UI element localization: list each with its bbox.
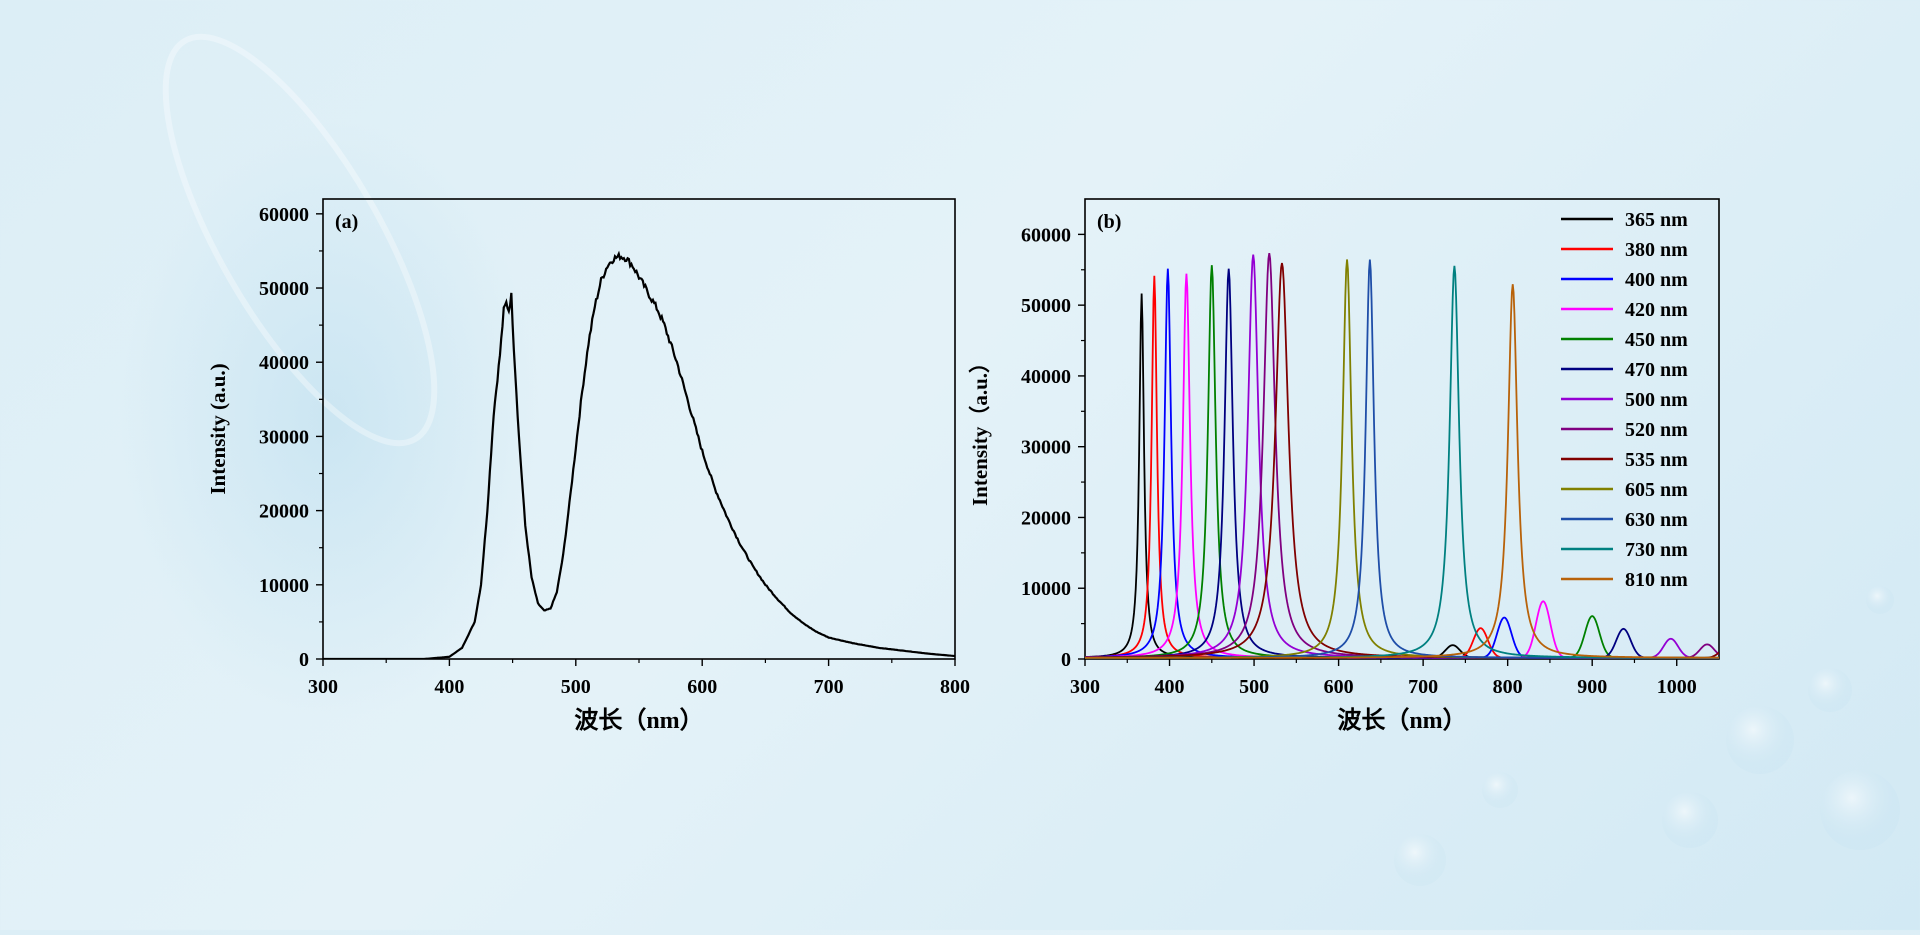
y-tick-label: 60000 bbox=[1021, 224, 1071, 246]
y-tick-label: 40000 bbox=[259, 352, 309, 374]
y-tick-label: 30000 bbox=[259, 426, 309, 448]
legend-label: 450 nm bbox=[1625, 329, 1688, 351]
x-tick-label: 600 bbox=[687, 676, 717, 698]
series-line-420-nm bbox=[1085, 273, 1719, 659]
y-tick-label: 10000 bbox=[1021, 578, 1071, 600]
series-line-470-nm bbox=[1085, 268, 1719, 659]
legend-label: 420 nm bbox=[1625, 299, 1688, 321]
x-axis-label: 波长（nm） bbox=[574, 707, 703, 734]
y-tick-label: 40000 bbox=[1021, 366, 1071, 388]
y-axis-label: Intensity（a.u.） bbox=[968, 352, 992, 506]
series-line-520-nm bbox=[1085, 253, 1719, 659]
series-line-emission bbox=[323, 250, 955, 659]
panel-label: (a) bbox=[335, 211, 358, 233]
legend-label: 520 nm bbox=[1625, 419, 1688, 441]
y-tick-label: 60000 bbox=[259, 204, 309, 226]
x-tick-label: 600 bbox=[1324, 676, 1354, 698]
y-axis-label: Intensity (a.u.) bbox=[206, 363, 230, 494]
legend-label: 630 nm bbox=[1625, 509, 1688, 531]
plot-frame bbox=[1084, 198, 1720, 660]
panel-label: (b) bbox=[1097, 211, 1121, 233]
series-line-450-nm bbox=[1085, 265, 1719, 659]
chart-panel-a: 300 400 500 600 700 800 0 10000 20000 30000 40000 5… bbox=[206, 198, 970, 734]
y-tick-label: 20000 bbox=[259, 501, 309, 523]
x-tick-label: 800 bbox=[940, 676, 970, 698]
legend-label: 605 nm bbox=[1625, 479, 1688, 501]
x-axis-label: 波长（nm） bbox=[1337, 707, 1466, 734]
series-line-365-nm bbox=[1085, 293, 1719, 659]
series-line-605-nm bbox=[1085, 259, 1719, 659]
legend-label: 470 nm bbox=[1625, 359, 1688, 381]
series-line-810-nm bbox=[1085, 284, 1719, 659]
y-tick-label: 10000 bbox=[259, 575, 309, 597]
y-tick-label: 50000 bbox=[1021, 295, 1071, 317]
x-tick-label: 800 bbox=[1493, 676, 1523, 698]
background-decoration bbox=[120, 33, 1900, 886]
x-tick-label: 500 bbox=[1239, 676, 1269, 698]
series-line-730-nm bbox=[1085, 265, 1719, 659]
legend-label: 365 nm bbox=[1625, 209, 1688, 231]
x-tick-label: 400 bbox=[1155, 676, 1185, 698]
x-tick-label: 300 bbox=[308, 676, 338, 698]
legend-label: 500 nm bbox=[1625, 389, 1688, 411]
series-line-400-nm bbox=[1085, 268, 1719, 659]
legend: 365 nm 380 nm 400 nm 420 nm 450 nm 470 nm 500 … bbox=[1561, 209, 1688, 591]
x-tick-label: 900 bbox=[1577, 676, 1607, 698]
y-tick-label: 0 bbox=[1061, 649, 1071, 671]
x-tick-label: 500 bbox=[561, 676, 591, 698]
x-tick-label: 400 bbox=[434, 676, 464, 698]
series-line-535-nm bbox=[1085, 262, 1719, 659]
series-line-630-nm bbox=[1085, 259, 1719, 659]
x-tick-label: 1000 bbox=[1657, 676, 1697, 698]
y-tick-label: 20000 bbox=[1021, 507, 1071, 529]
x-tick-label: 700 bbox=[1408, 676, 1438, 698]
y-tick-label: 50000 bbox=[259, 278, 309, 300]
legend-label: 810 nm bbox=[1625, 569, 1688, 591]
chart-panel-b: 300 400 500 600 700 800 900 1000010000200003000… bbox=[968, 198, 1720, 734]
y-tick-label: 0 bbox=[299, 649, 309, 671]
series-lines bbox=[1085, 253, 1719, 659]
x-tick-label: 700 bbox=[814, 676, 844, 698]
x-tick-label: 300 bbox=[1070, 676, 1100, 698]
legend-label: 380 nm bbox=[1625, 239, 1688, 261]
y-tick-label: 30000 bbox=[1021, 437, 1071, 459]
series-line-500-nm bbox=[1085, 254, 1719, 659]
legend-label: 730 nm bbox=[1625, 539, 1688, 561]
legend-label: 535 nm bbox=[1625, 449, 1688, 471]
series-line-380-nm bbox=[1085, 275, 1719, 659]
legend-label: 400 nm bbox=[1625, 269, 1688, 291]
